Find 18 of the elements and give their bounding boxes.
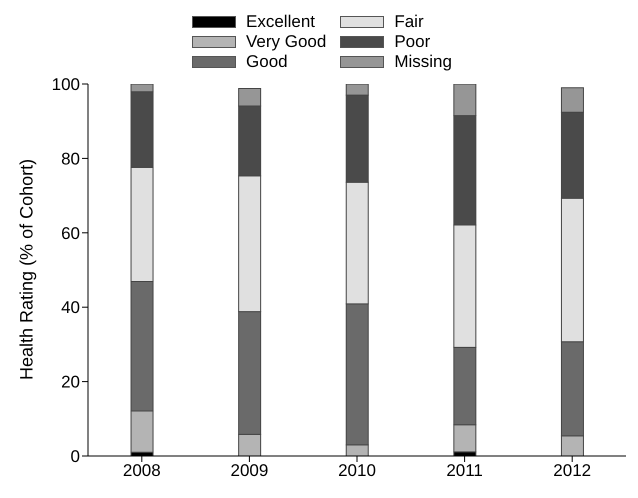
legend-label: Fair — [394, 12, 424, 32]
x-tick-label: 2011 — [446, 461, 483, 480]
y-tick-label: 20 — [61, 372, 80, 392]
legend-label: Missing — [394, 52, 452, 72]
x-tick-label: 2009 — [230, 461, 268, 480]
y-tick-label: 40 — [61, 298, 80, 318]
legend-label: Good — [246, 52, 288, 72]
y-tick-label: 80 — [61, 149, 80, 168]
y-axis-title: Health Rating (% of Cohort) — [16, 158, 36, 380]
y-tick-label: 100 — [52, 75, 80, 94]
x-tick-label: 2008 — [122, 461, 161, 480]
legend-label: Poor — [394, 32, 430, 52]
x-tick-label: 2010 — [338, 461, 376, 480]
x-tick-label: 2012 — [553, 461, 592, 480]
y-tick-label: 0 — [70, 447, 80, 466]
y-tick-label: 60 — [61, 224, 80, 243]
legend-label: Excellent — [246, 12, 315, 32]
legend-label: Very Good — [246, 32, 326, 52]
